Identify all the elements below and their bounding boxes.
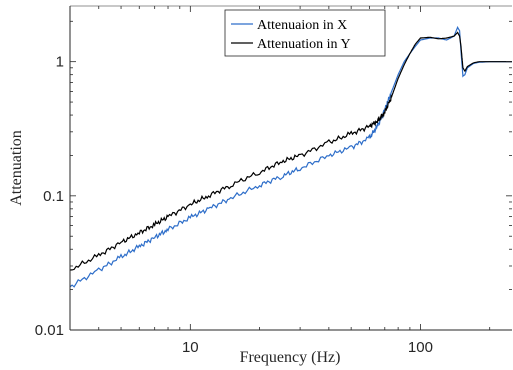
x-tick-label: 100: [408, 339, 433, 356]
plot-area: [70, 27, 512, 286]
x-tick-label: 10: [182, 339, 199, 356]
y-tick-label: 1: [56, 54, 64, 71]
x-axis-label: Frequency (Hz): [240, 349, 341, 366]
y-tick-label: 0.01: [35, 322, 64, 339]
legend-entry: Attenuation in Y: [257, 37, 351, 52]
legend-entry: Attenuaion in X: [257, 18, 347, 33]
y-tick-label: 0.1: [43, 188, 64, 205]
y-axis-label: Attenuation: [8, 130, 25, 206]
legend: Attenuaion in X Attenuation in Y: [225, 10, 385, 56]
series-line-y: [70, 33, 512, 271]
